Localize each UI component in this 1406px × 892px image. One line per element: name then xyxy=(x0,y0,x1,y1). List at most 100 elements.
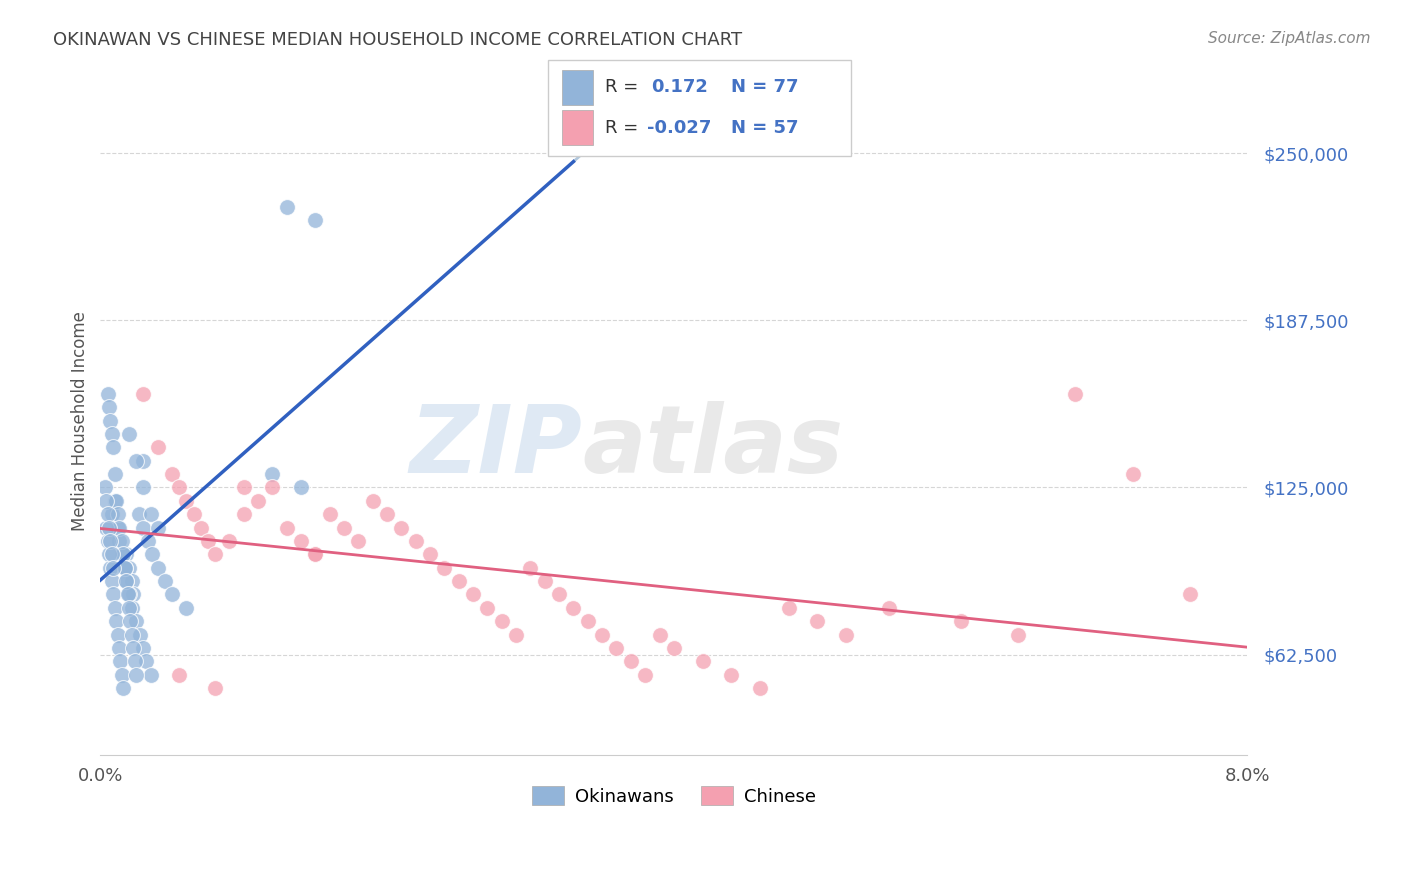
Point xyxy=(391,520,413,534)
Point xyxy=(94,520,117,534)
Point xyxy=(118,587,141,601)
Text: N = 57: N = 57 xyxy=(731,119,799,136)
Point xyxy=(720,667,742,681)
Point xyxy=(120,614,142,628)
Point xyxy=(1178,587,1201,601)
Point xyxy=(491,614,513,628)
Point xyxy=(104,493,127,508)
Point xyxy=(204,681,226,695)
Point xyxy=(97,401,120,415)
Point xyxy=(304,547,326,561)
Text: N = 77: N = 77 xyxy=(731,78,799,96)
Point xyxy=(108,640,131,655)
Point xyxy=(121,600,143,615)
Point xyxy=(333,520,356,534)
Point xyxy=(136,533,159,548)
Point xyxy=(146,441,169,455)
Point xyxy=(276,200,298,214)
Point xyxy=(122,640,145,655)
Text: atlas: atlas xyxy=(582,401,844,493)
Point xyxy=(648,627,671,641)
Point xyxy=(132,520,155,534)
Point xyxy=(97,520,120,534)
Point xyxy=(125,667,148,681)
Point xyxy=(115,574,138,588)
Point xyxy=(110,654,132,668)
Point xyxy=(176,600,198,615)
Point xyxy=(100,560,122,574)
Point xyxy=(605,640,627,655)
Point xyxy=(103,560,125,574)
Point xyxy=(114,560,136,574)
Point xyxy=(877,600,900,615)
Point xyxy=(562,600,585,615)
Point xyxy=(115,547,138,561)
Point xyxy=(96,507,118,521)
Point xyxy=(319,507,342,521)
Point xyxy=(101,427,124,442)
Point xyxy=(375,507,398,521)
Point xyxy=(176,493,198,508)
Point xyxy=(107,520,129,534)
Point xyxy=(361,493,384,508)
Point xyxy=(111,533,134,548)
Point xyxy=(433,560,456,574)
Point xyxy=(107,507,129,521)
Point xyxy=(128,507,150,521)
Text: R =: R = xyxy=(605,119,638,136)
Point xyxy=(1064,387,1087,401)
Point xyxy=(835,627,858,641)
Point xyxy=(620,654,643,668)
Point xyxy=(778,600,800,615)
Point xyxy=(118,600,141,615)
Point xyxy=(124,654,146,668)
Text: OKINAWAN VS CHINESE MEDIAN HOUSEHOLD INCOME CORRELATION CHART: OKINAWAN VS CHINESE MEDIAN HOUSEHOLD INC… xyxy=(53,31,742,49)
Point xyxy=(111,667,134,681)
Point xyxy=(748,681,770,695)
Point xyxy=(548,587,571,601)
Point xyxy=(662,640,685,655)
Point xyxy=(121,574,143,588)
Point xyxy=(125,454,148,468)
Point xyxy=(121,627,143,641)
Point xyxy=(247,493,270,508)
Point xyxy=(114,560,136,574)
Point xyxy=(197,533,219,548)
Point xyxy=(262,467,284,482)
Point xyxy=(129,627,152,641)
Point xyxy=(125,614,148,628)
Point xyxy=(117,587,139,601)
Point xyxy=(108,533,131,548)
Point xyxy=(204,547,226,561)
Point xyxy=(100,414,122,428)
Text: -0.027: -0.027 xyxy=(647,119,711,136)
Point xyxy=(576,614,599,628)
Point xyxy=(146,560,169,574)
Point xyxy=(304,547,326,561)
Text: ZIP: ZIP xyxy=(409,401,582,493)
Y-axis label: Median Household Income: Median Household Income xyxy=(72,310,89,531)
Point xyxy=(276,520,298,534)
Point xyxy=(118,560,141,574)
Point xyxy=(949,614,972,628)
Point xyxy=(101,507,124,521)
Point xyxy=(101,574,124,588)
Point xyxy=(96,387,118,401)
Point xyxy=(108,520,131,534)
Point xyxy=(100,533,122,548)
Point xyxy=(447,574,470,588)
Point xyxy=(153,574,176,588)
Point xyxy=(112,681,135,695)
Point xyxy=(111,547,134,561)
Point xyxy=(114,560,136,574)
Point xyxy=(104,467,127,482)
Point xyxy=(105,493,128,508)
Point xyxy=(304,213,326,227)
Point xyxy=(167,667,190,681)
Point xyxy=(132,454,155,468)
Text: 0.172: 0.172 xyxy=(651,78,707,96)
Point xyxy=(101,547,124,561)
Point xyxy=(232,481,254,495)
Point xyxy=(519,560,541,574)
Point xyxy=(115,574,138,588)
